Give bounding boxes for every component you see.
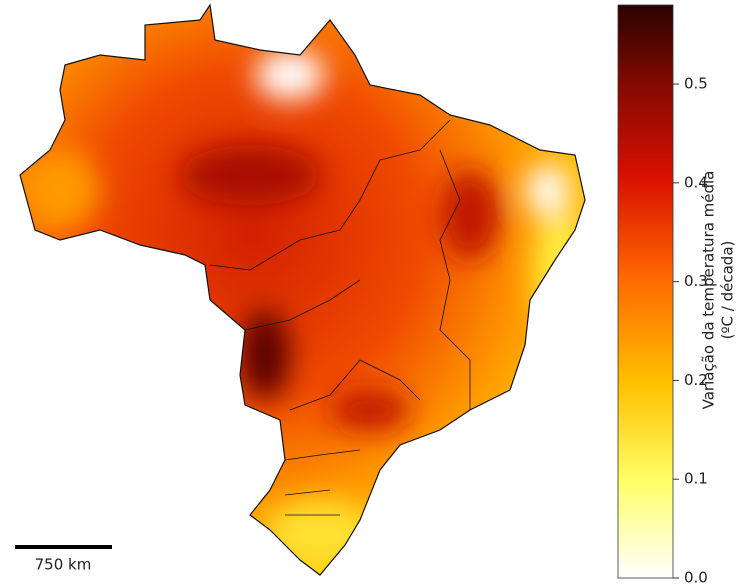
colorbar-tick-label: 0.4 (684, 173, 708, 191)
colorbar (617, 4, 674, 579)
colorbar-tick-label: 0.5 (684, 75, 708, 93)
temperature-map (20, 5, 585, 575)
state-borders (209, 119, 471, 516)
colorbar-tick-label: 0.0 (684, 569, 708, 585)
colorbar-label: (ºC / década) (719, 241, 737, 340)
colorbar-label: Variação da temperatura média (700, 171, 718, 410)
scale-bar-label: 750 km (35, 556, 92, 574)
colorbar-tick-label: 0.1 (684, 470, 708, 488)
colorbar-ticks: 0.0 0.1 0.2 0.3 0.4 0.5 (673, 75, 708, 585)
colorbar-tick-label: 0.3 (684, 272, 708, 290)
colorbar-tick-label: 0.2 (684, 371, 708, 389)
